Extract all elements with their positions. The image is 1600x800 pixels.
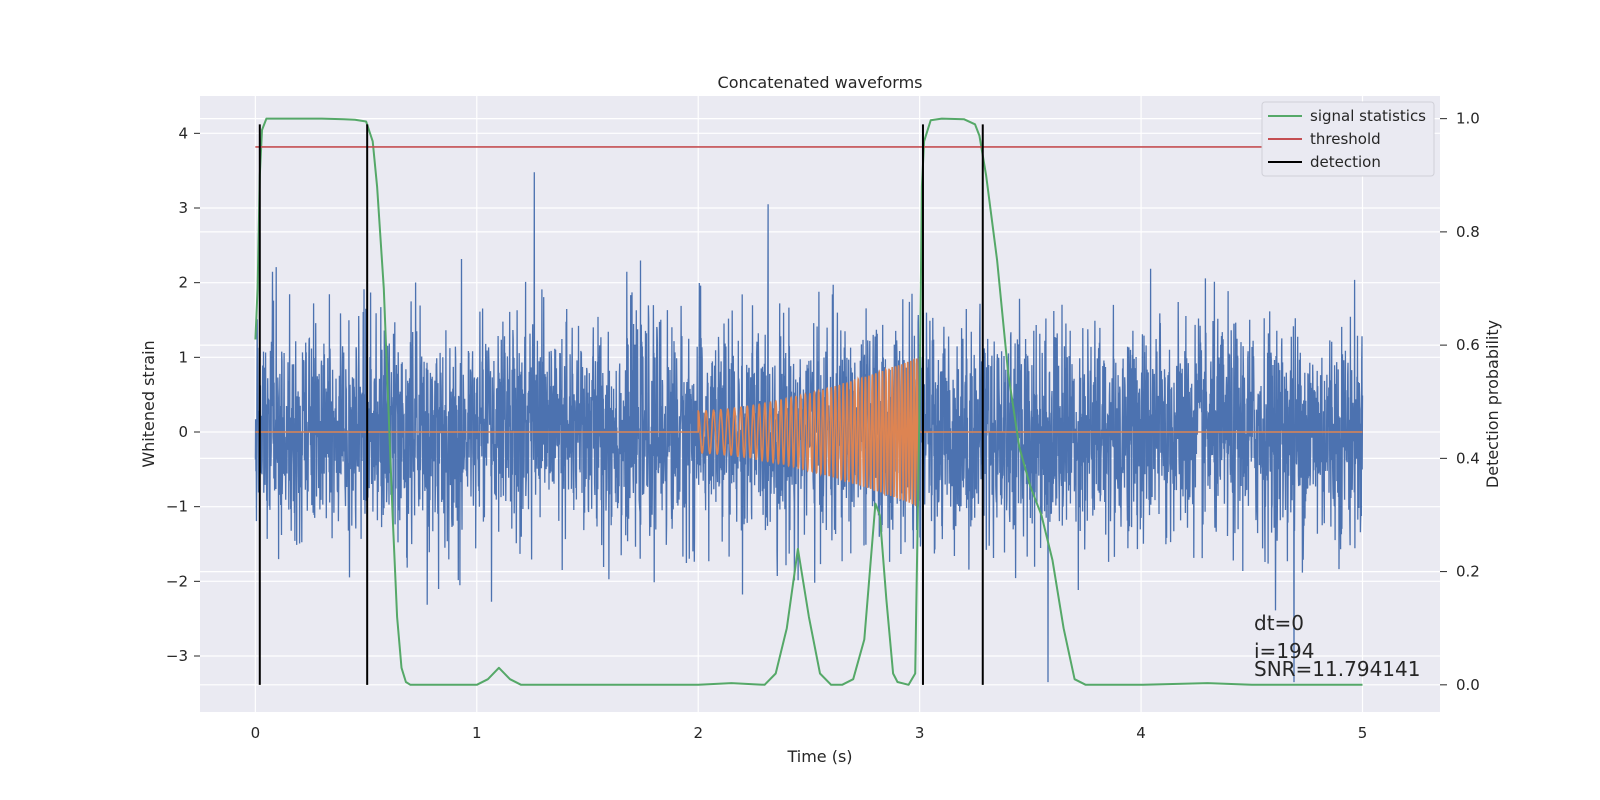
legend-label-threshold: threshold [1310,130,1381,148]
x-tick-label: 2 [693,724,703,742]
y-tick-label: 1 [178,348,188,366]
legend-label-detection: detection [1310,153,1381,171]
y-tick-label: −1 [166,498,188,516]
x-tick-label: 3 [915,724,925,742]
template-series [255,357,1363,507]
x-tick-label: 0 [251,724,261,742]
y2-tick-label: 0.4 [1456,449,1480,467]
y-tick-label: 0 [178,423,188,441]
y-tick-label: −2 [166,572,188,590]
legend-label-signal-statistics: signal statistics [1310,107,1426,125]
x-tick-label: 5 [1358,724,1368,742]
y-tick-label: 2 [178,274,188,292]
template-line [255,357,1363,507]
strain-line [254,172,1364,683]
right-axis-series [254,117,1363,686]
x-tick-label: 1 [472,724,482,742]
x-tick-label: 4 [1136,724,1146,742]
y2-tick-label: 0.0 [1456,676,1480,694]
y-tick-label: 4 [178,124,188,142]
legend-box [1261,101,1435,177]
y-axis-ticks: −3 −2 −1 0 1 2 3 4 [166,124,200,665]
annotation-dt: dt=0 [1254,611,1304,635]
detection-series [258,124,984,685]
chart-title: Concatenated waveforms [718,73,923,92]
legend: signal statistics threshold detection [1261,101,1435,177]
annotation-i: i=194 [1254,639,1315,663]
y-axis-label: Whitened strain [139,340,158,467]
y2-axis-ticks: 0.0 0.2 0.4 0.6 0.8 1.0 [1440,110,1480,694]
y2-tick-label: 1.0 [1456,110,1480,128]
strain-series [254,172,1364,683]
y2-tick-label: 0.6 [1456,336,1480,354]
signal-statistics-line [254,117,1363,686]
y-tick-label: −3 [166,647,188,665]
x-axis-label: Time (s) [786,747,852,766]
y2-tick-label: 0.2 [1456,563,1480,581]
y-tick-label: 3 [178,199,188,217]
x-axis-ticks: 0 1 2 3 4 5 [251,724,1368,742]
annotation-snr: SNR=11.794141 [1254,657,1420,681]
y2-tick-label: 0.8 [1456,223,1480,241]
y2-axis-label: Detection probability [1483,320,1502,488]
